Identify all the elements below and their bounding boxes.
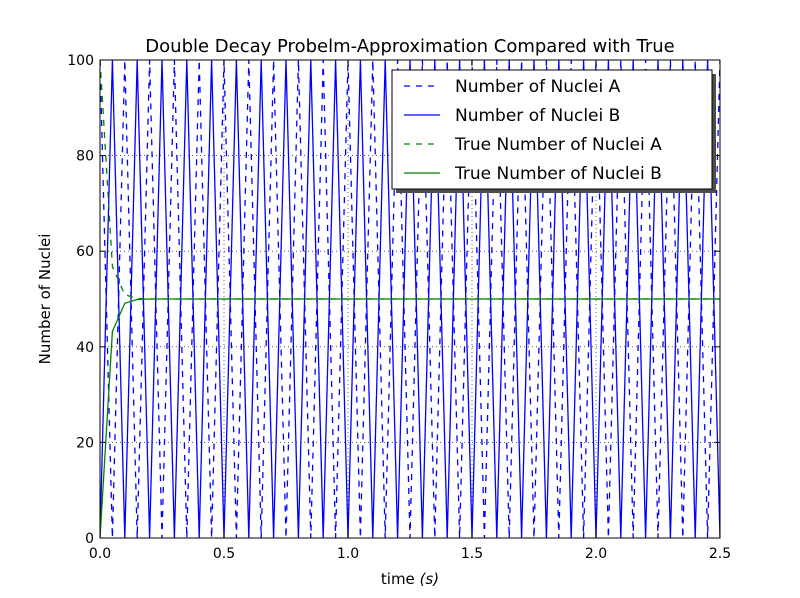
y-tick-label: 40 [76,340,94,356]
x-axis-label: time (s) [381,570,439,588]
x-axis-label-unit: (s) [420,570,440,588]
series-line-number-of-nuclei-b [100,60,720,538]
x-axis-label-text: time [381,570,420,588]
x-tick-label: 0.5 [213,546,235,562]
series-line-true-number-of-nuclei-b [100,298,720,538]
legend: Number of Nuclei A Number of Nuclei B True… [391,69,716,193]
plot-frame [99,59,721,539]
chart-title: Double Decay Probelm-Approximation Compa… [145,36,674,57]
y-tick-label: 20 [76,435,94,451]
y-tick-label: 60 [76,244,94,260]
legend-label-true-number-of-nuclei-b: True Number of Nuclei B [454,164,662,184]
series-layer [100,60,720,538]
series-line-number-of-nuclei-a [100,60,720,538]
y-axis-label: Number of Nuclei [36,234,54,365]
y-tick-label: 100 [67,53,94,69]
x-tick-label: 1.0 [337,546,359,562]
x-tick-label: 0.0 [89,546,111,562]
x-tick-label: 2.0 [585,546,607,562]
y-tick-label: 0 [85,531,94,547]
y-tick-label: 80 [76,149,94,165]
legend-label-number-of-nuclei-b: Number of Nuclei B [455,106,620,126]
x-tick-label: 2.5 [709,546,731,562]
x-tick-label: 1.5 [461,546,483,562]
ticks: 0.0 0.5 1.0 1.5 2.0 2.5 0 20 40 60 80 100 [67,53,731,562]
legend-label-true-number-of-nuclei-a: True Number of Nuclei A [454,135,662,155]
legend-box [391,69,713,190]
legend-label-number-of-nuclei-a: Number of Nuclei A [455,77,621,97]
